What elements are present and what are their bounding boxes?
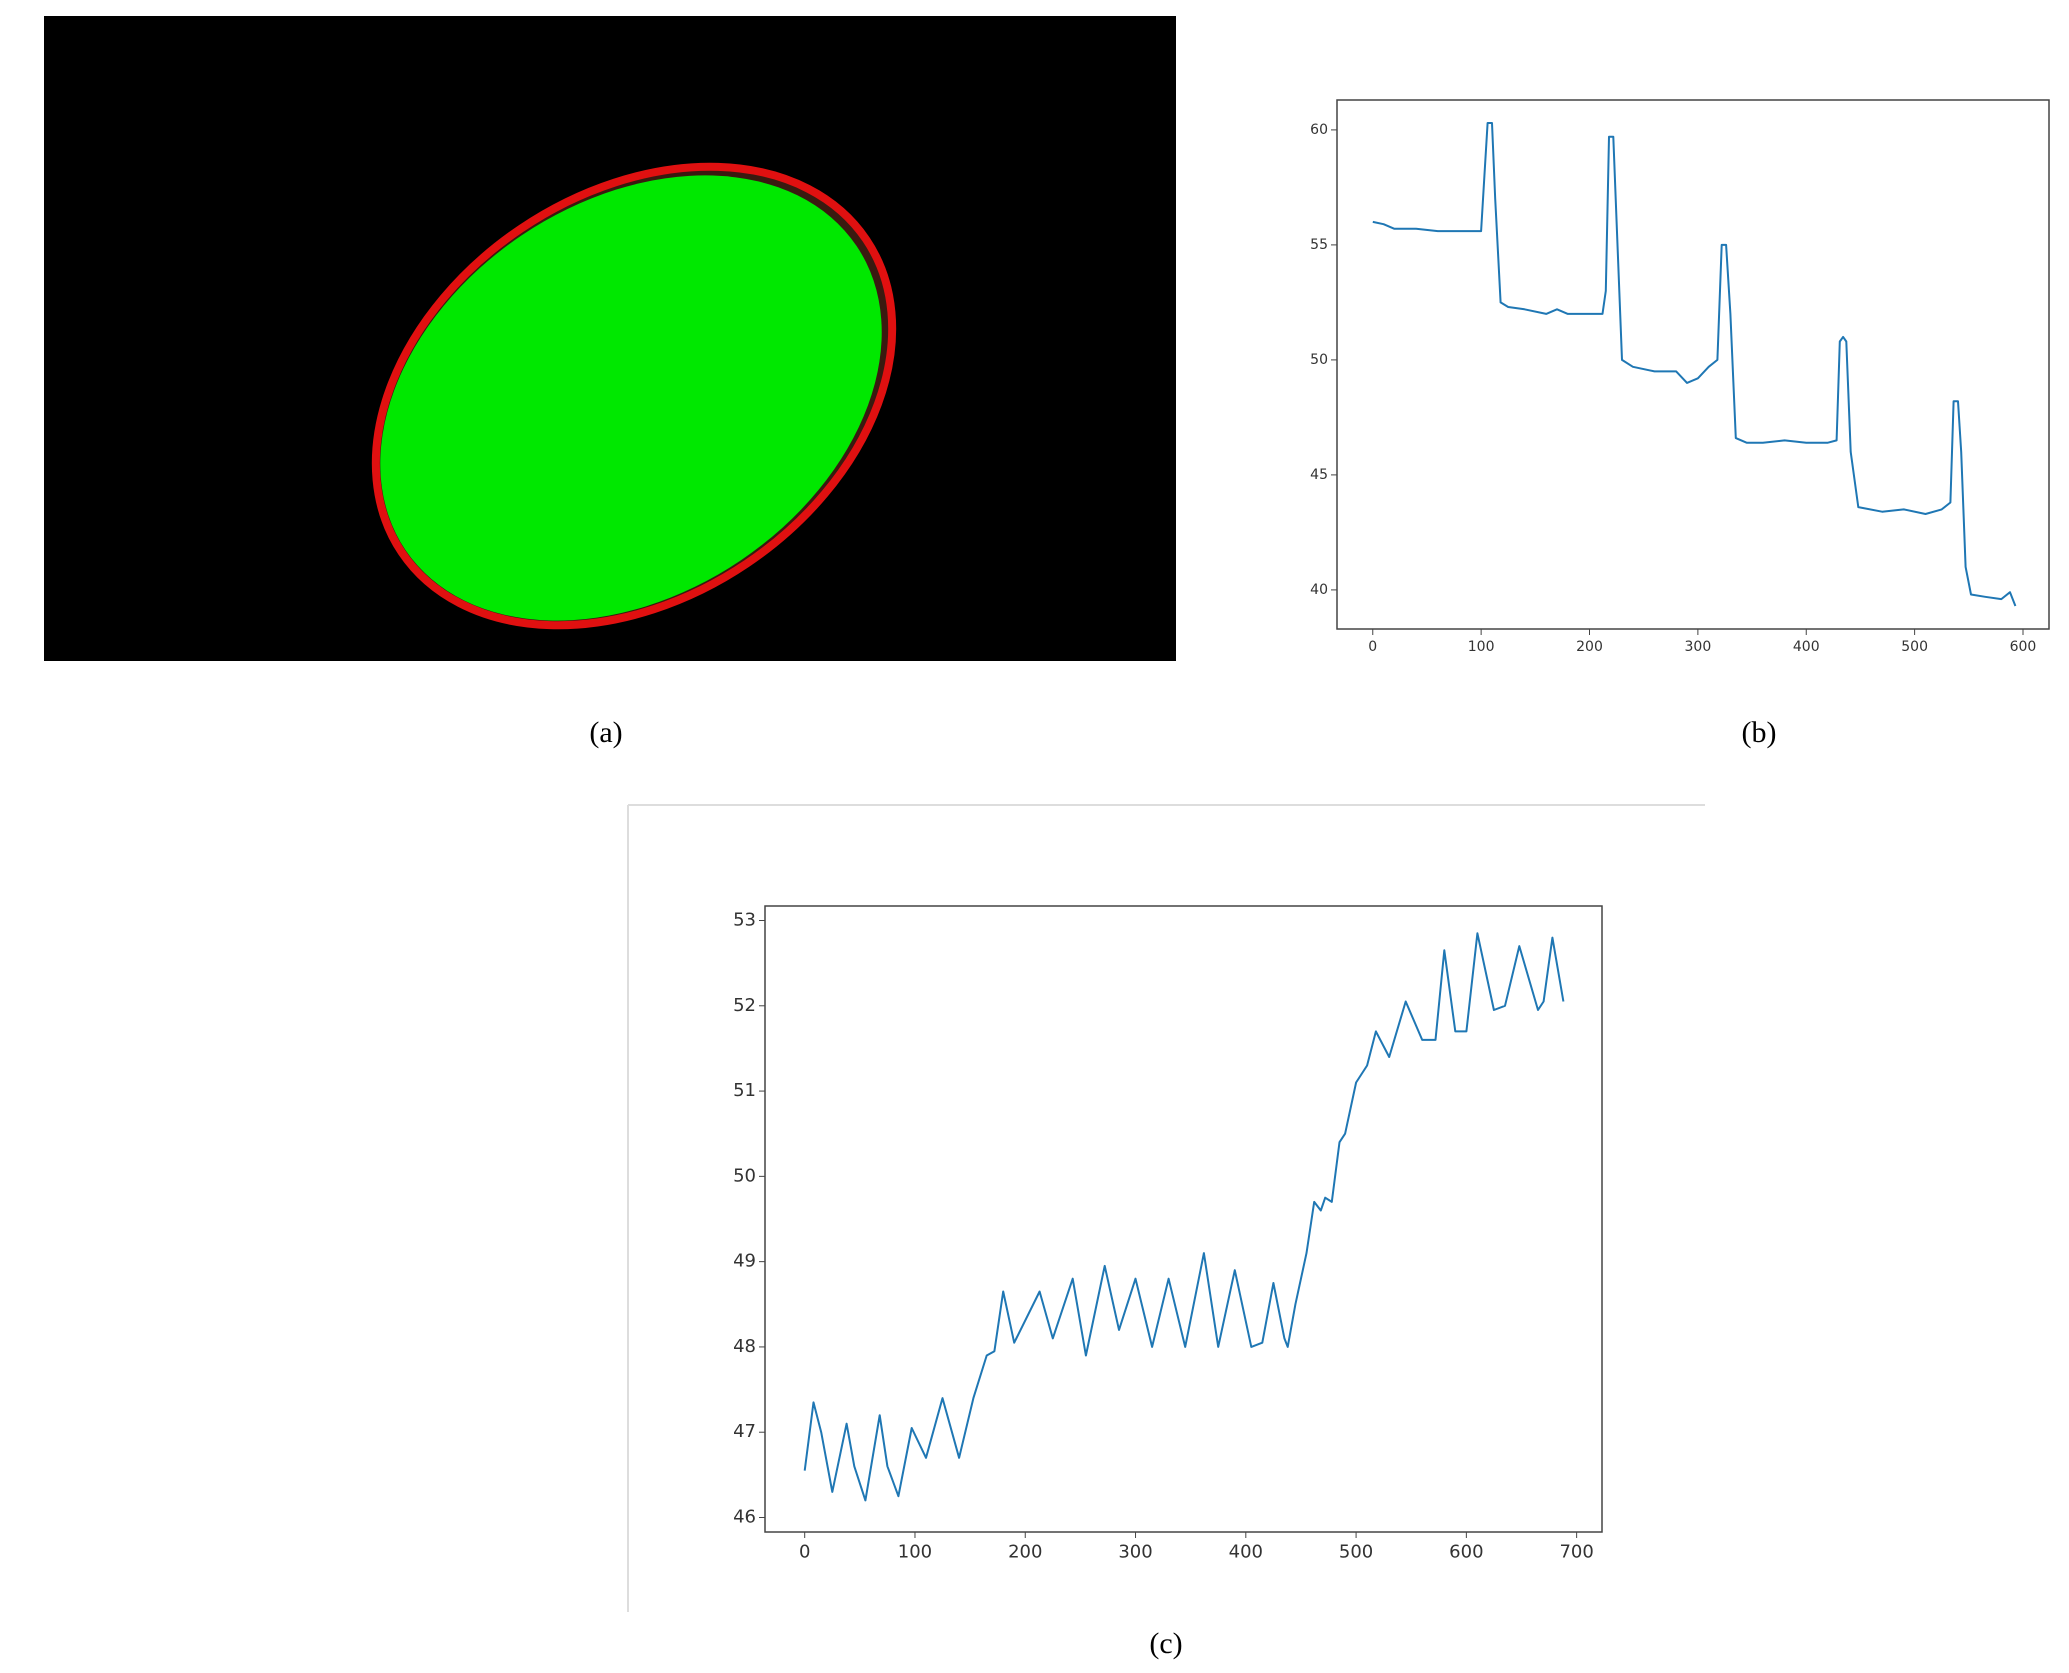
y-tick-label: 46 bbox=[733, 1507, 756, 1528]
x-tick-label: 400 bbox=[1229, 1542, 1263, 1563]
x-tick-label: 100 bbox=[898, 1542, 932, 1563]
y-tick-label: 47 bbox=[733, 1421, 756, 1442]
x-tick-label: 400 bbox=[1793, 639, 1820, 655]
x-tick-label: 500 bbox=[1339, 1542, 1373, 1563]
x-tick-label: 700 bbox=[1559, 1542, 1593, 1563]
page: (a) 0 100 200 300 400 500 600 40 45 50 55 60 (b) 0 100… bbox=[0, 0, 2069, 1673]
y-tick-label: 40 bbox=[1310, 582, 1328, 598]
y-tick-label: 49 bbox=[733, 1251, 756, 1272]
caption: (b) bbox=[1742, 716, 1777, 749]
x-tick-label: 300 bbox=[1118, 1542, 1152, 1563]
x-tick-label: 300 bbox=[1685, 639, 1712, 655]
data-line bbox=[1373, 123, 2016, 606]
plot-frame bbox=[1337, 100, 2049, 629]
x-tick-label: 600 bbox=[1449, 1542, 1483, 1563]
data-line bbox=[805, 933, 1564, 1500]
y-tick-label: 55 bbox=[1310, 237, 1328, 253]
x-tick-label: 0 bbox=[799, 1542, 810, 1563]
x-tick-label: 600 bbox=[2010, 639, 2037, 655]
x-tick-label: 0 bbox=[1368, 639, 1377, 655]
plot-frame bbox=[765, 906, 1602, 1532]
y-tick-label: 45 bbox=[1310, 467, 1328, 483]
x-tick-label: 200 bbox=[1576, 639, 1603, 655]
caption: (a) bbox=[589, 716, 622, 749]
caption: (c) bbox=[1149, 1627, 1182, 1660]
y-tick-label: 51 bbox=[733, 1080, 756, 1101]
x-tick-label: 500 bbox=[1901, 639, 1928, 655]
photo bbox=[44, 16, 1176, 720]
y-tick-label: 50 bbox=[1310, 352, 1328, 368]
panel-frame bbox=[628, 805, 1705, 1612]
y-tick-label: 53 bbox=[733, 909, 756, 930]
y-tick-label: 60 bbox=[1310, 122, 1328, 138]
y-tick-label: 50 bbox=[733, 1165, 756, 1186]
y-tick-label: 48 bbox=[733, 1336, 756, 1357]
y-tick-label: 52 bbox=[733, 995, 756, 1016]
x-tick-label: 200 bbox=[1008, 1542, 1042, 1563]
figure: (a) 0 100 200 300 400 500 600 40 45 50 55 60 (b) 0 100… bbox=[0, 0, 2069, 1673]
x-tick-label: 100 bbox=[1468, 639, 1495, 655]
